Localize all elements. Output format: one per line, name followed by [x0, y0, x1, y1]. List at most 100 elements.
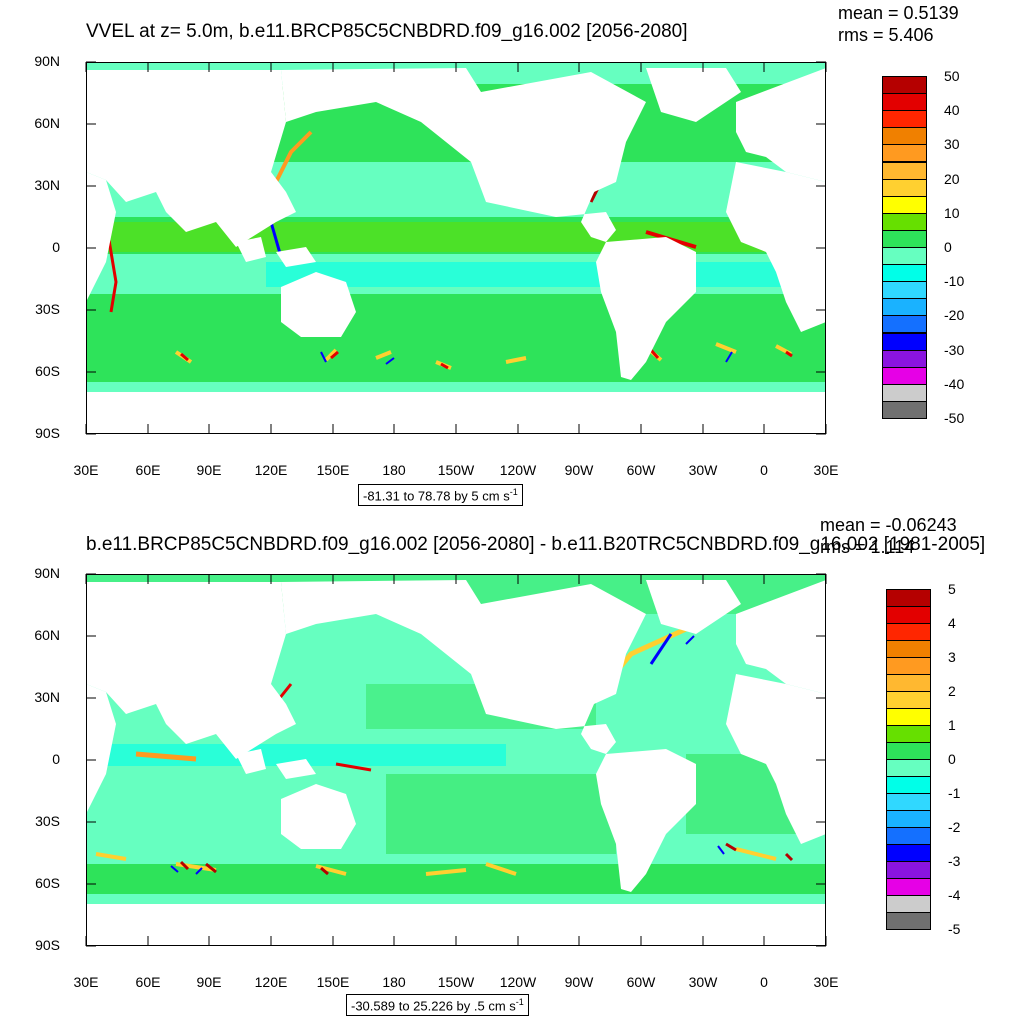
top-lon-label: 150E — [316, 462, 350, 478]
bottom-lat-label-eq: 0 — [52, 751, 60, 767]
top-contour-info-text: -81.31 to 78.78 by 5 cm s — [363, 488, 510, 504]
top-lon-label: 90E — [196, 462, 222, 478]
bottom-lat-label-90s: 90S — [35, 937, 60, 953]
legend-swatch — [882, 315, 927, 334]
legend-swatch — [886, 844, 931, 862]
bottom-lon-label: 150W — [437, 974, 475, 990]
bottom-lat-label-60n: 60N — [34, 627, 60, 643]
top-lon-label: 180 — [382, 462, 406, 478]
top-lat-label-60n: 60N — [34, 115, 60, 131]
bottom-lon-label: 60E — [135, 974, 161, 990]
legend-swatch — [882, 76, 927, 95]
bottom-contour-info-unit-exponent: -1 — [515, 997, 524, 1007]
legend-swatch — [882, 366, 927, 385]
bottom-lon-label: 180 — [382, 974, 406, 990]
top-lon-label: 30E — [73, 462, 99, 478]
top-velocity-map — [86, 62, 826, 434]
legend-label: -30 — [944, 341, 965, 358]
legend-label: 40 — [944, 102, 960, 119]
legend-swatch — [886, 810, 931, 828]
legend-label: -4 — [948, 887, 961, 903]
legend-swatch — [886, 742, 931, 760]
legend-swatch — [886, 878, 931, 896]
bottom-lon-label: 30W — [688, 974, 718, 990]
bottom-lat-label-60s: 60S — [35, 875, 60, 891]
bottom-lat-label-30n: 30N — [34, 689, 60, 705]
bottom-mean-value: mean = -0.06243 — [820, 515, 957, 535]
legend-swatch — [882, 110, 927, 129]
top-lat-label-90n: 90N — [34, 53, 60, 69]
legend-swatch — [882, 161, 927, 180]
top-plot-title: VVEL at z= 5.0m, b.e11.BRCP85C5CNBDRD.f0… — [86, 21, 688, 42]
top-panel: VVEL at z= 5.0m, b.e11.BRCP85C5CNBDRD.f0… — [34, 3, 965, 507]
bottom-lon-label: 90E — [196, 974, 222, 990]
legend-swatch — [882, 178, 927, 197]
top-lon-label: 150W — [437, 462, 475, 478]
top-lon-label: 0 — [760, 462, 768, 478]
bottom-lon-label: 90W — [564, 974, 594, 990]
legend-label: 3 — [948, 649, 956, 665]
bottom-panel: b.e11.BRCP85C5CNBDRD.f09_g16.002 [2056-2… — [0, 512, 1024, 1024]
bottom-lon-label: 150E — [316, 974, 350, 990]
legend-swatch — [882, 93, 927, 112]
bottom-lon-label: 120E — [254, 974, 288, 990]
legend-swatch — [882, 400, 927, 419]
legend-swatch — [886, 793, 931, 811]
bottom-lon-label: 30E — [813, 974, 839, 990]
bottom-plot-title: b.e11.BRCP85C5CNBDRD.f09_g16.002 [2056-2… — [86, 534, 986, 555]
top-lon-label: 60E — [135, 462, 161, 478]
legend-swatch — [886, 606, 931, 624]
legend-label: -10 — [944, 273, 965, 290]
top-lat-label-eq: 0 — [52, 239, 60, 255]
legend-swatch — [886, 640, 931, 658]
bottom-lat-label-30s: 30S — [35, 813, 60, 829]
legend-label: -50 — [944, 410, 965, 426]
legend-label: -5 — [948, 921, 961, 937]
legend-swatch — [886, 861, 931, 879]
legend-label: 10 — [944, 204, 960, 221]
legend-label: 0 — [944, 239, 952, 255]
bottom-contour-info: -30.589 to 25.226 by .5 cm s-1 — [346, 994, 529, 1017]
top-lon-label: 90W — [564, 462, 594, 478]
legend-label: 5 — [948, 581, 956, 597]
legend-swatch — [886, 657, 931, 675]
top-mean-value: mean = 0.5139 — [838, 3, 959, 23]
legend-swatch — [886, 691, 931, 709]
legend-swatch — [882, 247, 927, 266]
legend-swatch — [886, 725, 931, 743]
legend-label: -3 — [948, 853, 961, 869]
top-axis-ticks — [85, 61, 827, 435]
top-rms-value: rms = 5.406 — [838, 25, 934, 45]
legend-swatch — [882, 298, 927, 317]
legend-swatch — [886, 674, 931, 692]
top-lon-label: 30W — [688, 462, 718, 478]
legend-label: -2 — [948, 819, 961, 835]
bottom-lon-label: 60W — [626, 974, 656, 990]
legend-label: -1 — [948, 785, 961, 801]
legend-label: 1 — [948, 717, 956, 733]
legend-swatch — [886, 912, 931, 930]
legend-swatch — [886, 895, 931, 913]
bottom-contour-info-text: -30.589 to 25.226 by .5 cm s — [351, 998, 516, 1014]
top-contour-info-unit-exponent: -1 — [509, 487, 518, 497]
bottom-rms-value: rms = 1.114 — [820, 537, 915, 557]
legend-label: 4 — [948, 615, 956, 631]
bottom-lat-label-90n: 90N — [34, 565, 60, 581]
top-lon-label: 30E — [813, 462, 839, 478]
legend-label: -20 — [944, 307, 965, 324]
top-lat-label-90s: 90S — [35, 425, 60, 441]
bottom-lon-label: 120W — [499, 974, 537, 990]
legend-swatch — [882, 212, 927, 231]
top-lon-label: 120W — [499, 462, 537, 478]
top-lon-label: 60W — [626, 462, 656, 478]
legend-swatch — [882, 332, 927, 351]
bottom-color-legend: 5 4 3 2 1 0 -1 -2 -3 -4 -5 — [886, 581, 1006, 937]
bottom-lon-label: 30E — [73, 974, 99, 990]
legend-label: -40 — [944, 375, 965, 392]
legend-swatch — [882, 229, 927, 248]
top-lat-label-30n: 30N — [34, 177, 60, 193]
legend-label: 2 — [948, 683, 956, 699]
top-lon-label: 120E — [254, 462, 288, 478]
legend-swatch — [882, 127, 927, 146]
top-lat-label-30s: 30S — [35, 301, 60, 317]
